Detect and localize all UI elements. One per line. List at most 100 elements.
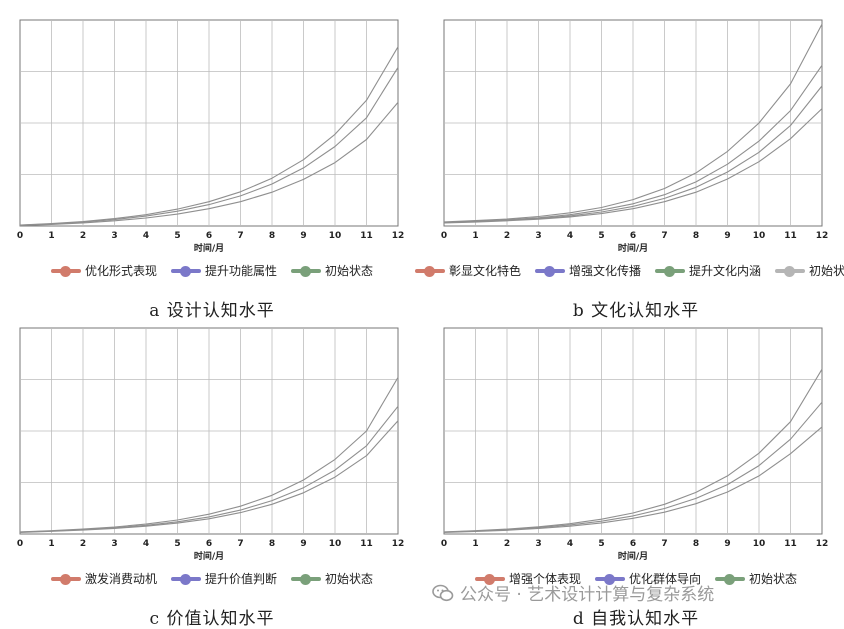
chart-a-xtick-label: 6 bbox=[206, 231, 212, 241]
chart-a-xtick-label: 8 bbox=[269, 231, 275, 241]
chart-panel-a: 0 1 2 3 4 5 6 7 8 9 10 11 12 时间/月 优化形式表现 提升功能属性 初始状态 a … bbox=[12, 10, 412, 321]
chart-d-legend-swatch bbox=[474, 573, 505, 585]
chart-a-xtick-label: 1 bbox=[48, 231, 54, 241]
chart-c-series-line-1 bbox=[19, 377, 399, 533]
chart-c-xtick-label: 11 bbox=[360, 539, 373, 549]
chart-d-legend-label: 增强个体表现 bbox=[508, 572, 581, 586]
watermark-text: 公众号 · 艺术设计计算与复杂系统 bbox=[460, 585, 715, 605]
chart-c-xtick-label: 2 bbox=[80, 539, 86, 549]
chart-c-xtick-label: 4 bbox=[143, 539, 149, 549]
chart-a-xtick-label: 9 bbox=[300, 231, 306, 241]
chart-b-xtick-label: 10 bbox=[753, 231, 766, 241]
chart-d-xlabel: 时间/月 bbox=[618, 550, 648, 562]
chart-d-xtick-label: 8 bbox=[693, 539, 699, 549]
chart-panel-c: 0 1 2 3 4 5 6 7 8 9 10 11 12 时间/月 激发消费动机 提升价值判断 初始状态 c … bbox=[12, 318, 412, 629]
chart-c-xtick-label: 1 bbox=[48, 539, 54, 549]
chart-c-xtick-label: 3 bbox=[111, 539, 117, 549]
chart-d-xtick-label: 12 bbox=[816, 539, 829, 549]
chart-b-xtick-label: 0 bbox=[441, 231, 447, 241]
chart-d-xtick-label: 3 bbox=[535, 539, 541, 549]
chart-b-legend-label: 提升文化内涵 bbox=[689, 264, 762, 278]
chart-c-series-line-3 bbox=[19, 420, 399, 533]
chart-b-xtick-label: 4 bbox=[567, 231, 573, 241]
watermark: 公众号 · 艺术设计计算与复杂系统 bbox=[432, 580, 714, 605]
chart-a-legend-label: 提升功能属性 bbox=[204, 264, 277, 278]
chart-a-series-line-1 bbox=[19, 46, 399, 226]
chart-c-legend-label: 激发消费动机 bbox=[84, 572, 157, 586]
chart-c-xtick-label: 5 bbox=[174, 539, 180, 549]
chart-d-legend-label: 初始状态 bbox=[749, 572, 798, 586]
chart-b-xlabel: 时间/月 bbox=[618, 242, 648, 254]
chart-a-legend: 优化形式表现 提升功能属性 初始状态 bbox=[12, 262, 412, 279]
chart-b-legend-label: 增强文化传播 bbox=[568, 264, 641, 278]
chart-d-xtick-label: 10 bbox=[753, 539, 766, 549]
chart-d-series-line-2 bbox=[443, 401, 823, 533]
chart-a-legend-swatch bbox=[291, 265, 321, 277]
chart-b-xtick-label: 9 bbox=[724, 231, 730, 241]
chart-a-legend-swatch bbox=[50, 265, 81, 277]
chart-b-series-line-1 bbox=[443, 23, 823, 223]
chart-b-xtick-label: 2 bbox=[504, 231, 510, 241]
chart-d-xtick-label: 4 bbox=[567, 539, 573, 549]
chart-a-legend-label: 优化形式表现 bbox=[84, 264, 157, 278]
chart-panel-d: 0 1 2 3 4 5 6 7 8 9 10 11 12 时间/月 增强个体表现 优化群体导向 初始状态 d … bbox=[436, 318, 836, 629]
chart-c-legend: 激发消费动机 提升价值判断 初始状态 bbox=[12, 570, 412, 587]
chart-c-legend-swatch bbox=[50, 573, 81, 585]
chart-d-series-line-1 bbox=[443, 368, 823, 533]
chart-b-legend-swatch bbox=[655, 265, 685, 277]
chart-b-legend-item: 初始状态 bbox=[775, 262, 844, 279]
chart-c-xtick-label: 7 bbox=[237, 539, 243, 549]
chart-c-xtick-label: 10 bbox=[329, 539, 342, 549]
chart-d-xtick-label: 5 bbox=[598, 539, 604, 549]
chart-b-xtick-label: 12 bbox=[816, 231, 829, 241]
chart-c-legend-item: 初始状态 bbox=[291, 570, 373, 587]
chart-c-legend-item: 激发消费动机 bbox=[50, 570, 157, 587]
chart-b-legend-label: 初始状态 bbox=[809, 264, 844, 278]
chart-d-legend-item: 优化群体导向 bbox=[594, 570, 701, 587]
chart-a-legend-item: 提升功能属性 bbox=[170, 262, 277, 279]
chart-b-xtick-label: 3 bbox=[535, 231, 541, 241]
chart-b-legend-item: 增强文化传播 bbox=[534, 262, 641, 279]
chart-b-caption: b 文化认知水平 bbox=[572, 301, 700, 321]
chart-d-xtick-label: 11 bbox=[784, 539, 797, 549]
chart-a-xlabel: 时间/月 bbox=[194, 242, 224, 254]
chart-c-legend-label: 初始状态 bbox=[325, 572, 374, 586]
chart-b-xtick-label: 1 bbox=[472, 231, 478, 241]
chart-b-xtick-label: 7 bbox=[661, 231, 667, 241]
chart-a-series-line-3 bbox=[19, 102, 399, 226]
chart-c-xtick-label: 0 bbox=[17, 539, 23, 549]
chart-a-xtick-label: 2 bbox=[80, 231, 86, 241]
chart-a-xtick-label: 0 bbox=[17, 231, 23, 241]
chart-d-legend: 增强个体表现 优化群体导向 初始状态 bbox=[436, 570, 836, 587]
chart-c-caption: c 价值认知水平 bbox=[149, 609, 275, 629]
chart-c-legend-swatch bbox=[291, 573, 321, 585]
chart-c-xtick-label: 9 bbox=[300, 539, 306, 549]
wechat-icon bbox=[432, 584, 454, 601]
chart-b-series-line-4 bbox=[443, 108, 823, 224]
chart-d-xtick-label: 2 bbox=[504, 539, 510, 549]
chart-b-xtick-label: 8 bbox=[693, 231, 699, 241]
chart-c-legend-item: 提升价值判断 bbox=[170, 570, 277, 587]
chart-b-legend-label: 彰显文化特色 bbox=[448, 264, 521, 278]
chart-d-xtick-label: 6 bbox=[630, 539, 636, 549]
chart-b-legend-item: 提升文化内涵 bbox=[655, 262, 761, 279]
chart-c-xtick-label: 12 bbox=[392, 539, 405, 549]
chart-b-xtick-label: 6 bbox=[630, 231, 636, 241]
chart-b-legend: 彰显文化特色 增强文化传播 提升文化内涵 初始状态 bbox=[414, 262, 844, 279]
chart-b-series-line-2 bbox=[443, 64, 823, 223]
chart-a-caption: a 设计认知水平 bbox=[149, 301, 275, 321]
chart-panel-b: 0 1 2 3 4 5 6 7 8 9 10 11 12 时间/月 彰显文化特色 增强文化传播 提升文化内涵初… bbox=[414, 10, 844, 321]
chart-c-xlabel: 时间/月 bbox=[194, 550, 224, 562]
chart-d-xtick-label: 1 bbox=[472, 539, 478, 549]
chart-b-legend-swatch bbox=[534, 265, 565, 277]
chart-d-caption: d 自我认知水平 bbox=[572, 609, 700, 629]
chart-a-xtick-label: 12 bbox=[392, 231, 405, 241]
chart-b-xtick-label: 11 bbox=[784, 231, 797, 241]
chart-d-xtick-label: 0 bbox=[441, 539, 447, 549]
chart-c-xtick-label: 6 bbox=[206, 539, 212, 549]
chart-a-legend-item: 初始状态 bbox=[291, 262, 373, 279]
